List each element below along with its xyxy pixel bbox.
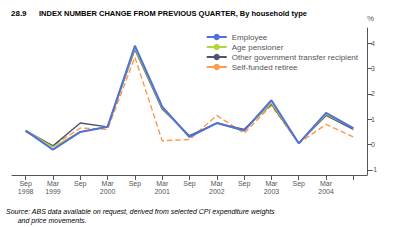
svg-text:Sep: Sep xyxy=(183,180,196,188)
svg-text:INDEX NUMBER CHANGE FROM PREVI: INDEX NUMBER CHANGE FROM PREVIOUS QUARTE… xyxy=(39,9,307,18)
svg-text:Mar: Mar xyxy=(156,180,169,187)
svg-text:Sep: Sep xyxy=(292,180,305,188)
svg-text:2: 2 xyxy=(371,90,375,97)
svg-text:Mar: Mar xyxy=(265,180,278,187)
svg-text:28.9: 28.9 xyxy=(11,9,27,18)
svg-text:2002: 2002 xyxy=(209,188,225,195)
svg-text:Mar: Mar xyxy=(211,180,224,187)
svg-text:4: 4 xyxy=(371,40,375,47)
svg-text:%: % xyxy=(367,14,374,23)
svg-text:Source: ABS data available on: Source: ABS data available on request, d… xyxy=(6,208,275,216)
svg-text:1: 1 xyxy=(371,116,375,123)
svg-text:2000: 2000 xyxy=(100,188,116,195)
svg-text:Sep: Sep xyxy=(74,180,87,188)
svg-text:-1: -1 xyxy=(371,166,377,173)
svg-text:Mar: Mar xyxy=(47,180,60,187)
svg-text:2003: 2003 xyxy=(264,188,280,195)
svg-text:Employee: Employee xyxy=(232,33,268,42)
svg-text:Age pensioner: Age pensioner xyxy=(232,43,284,52)
svg-text:2004: 2004 xyxy=(318,188,334,195)
svg-text:0: 0 xyxy=(371,141,375,148)
svg-text:Other government transfer reci: Other government transfer recipient xyxy=(232,53,359,62)
svg-text:and price movements.: and price movements. xyxy=(6,217,87,225)
svg-text:Mar: Mar xyxy=(320,180,333,187)
svg-text:Sep: Sep xyxy=(129,180,142,188)
svg-text:Mar: Mar xyxy=(102,180,115,187)
svg-text:3: 3 xyxy=(371,65,375,72)
svg-text:Sep: Sep xyxy=(238,180,251,188)
svg-text:Sep: Sep xyxy=(19,180,32,188)
svg-text:1999: 1999 xyxy=(45,188,61,195)
svg-text:Self-funded retiree: Self-funded retiree xyxy=(232,63,298,72)
svg-text:2001: 2001 xyxy=(154,188,170,195)
svg-text:1998: 1998 xyxy=(18,188,34,195)
